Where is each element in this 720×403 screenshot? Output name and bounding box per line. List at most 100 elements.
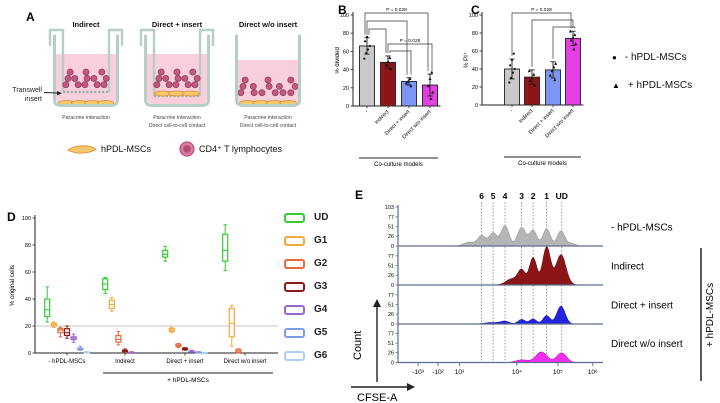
t-lymphocyte-cell <box>162 74 170 82</box>
data-point <box>550 69 554 73</box>
t-lymphocyte-cell <box>287 76 295 84</box>
box-G3 <box>63 328 71 337</box>
marker-legend: ● - hPDL-MSCs ▲ + hPDL-MSCs <box>612 52 720 91</box>
box-plot-canvas: 0 20 40 60 80 100 % original cells - hPDL-MSCs I… <box>9 215 278 384</box>
data-point <box>365 35 369 38</box>
row-label: Indirect <box>611 262 644 273</box>
count-tick-label: 26 <box>388 312 394 318</box>
count-tick-label: 26 <box>388 351 394 357</box>
data-point <box>512 52 515 55</box>
data-point <box>530 76 534 80</box>
generation-swatch-icon <box>284 327 305 338</box>
generation-legend-label: G3 <box>314 281 328 292</box>
generation-legend-item: UD <box>284 212 328 223</box>
data-point <box>572 47 576 51</box>
data-point <box>428 77 432 80</box>
data-point <box>406 79 410 83</box>
t-lymphocyte-cell <box>258 89 266 97</box>
generation-label: 5 <box>491 191 496 201</box>
data-point <box>573 33 577 37</box>
y-axis-label: % original cells <box>9 265 16 306</box>
model-caption: Paracrine interaction <box>244 115 292 121</box>
generation-legend: UD G1 G2 G3 G4 G5 G6 <box>284 212 328 361</box>
schematic-canvas: Indirect Paracrine interaction Direct + in… <box>12 20 301 157</box>
generation-legend-label: UD <box>314 212 329 223</box>
data-point <box>554 61 558 65</box>
t-lymphocyte-cell <box>157 68 165 76</box>
significance-bracket <box>366 20 408 75</box>
data-point <box>409 84 413 88</box>
marker-legend-item: ● - hPDL-MSCs <box>612 52 720 63</box>
count-tick-label: 0 <box>391 361 394 367</box>
t-lymphocyte-cell <box>62 81 70 89</box>
p-value-label: P = 0.028 <box>531 7 552 13</box>
panel-e-cfse-histograms: E 6 5 4 3 2 1 UD 0 26 51 77 103 - hPDL-MSCs 0 26 51 77 In… <box>345 185 720 403</box>
y-tick-label: 60 <box>25 270 31 276</box>
generation-swatch-icon <box>284 258 305 269</box>
x-tick-label: -10³ <box>412 369 424 376</box>
generation-label: 4 <box>503 191 508 201</box>
panel-c-percent-pi-chart: C 0 20 40 60 80 100% PI⁺ - Indirect Direct + ins… <box>455 0 592 185</box>
generation-label: UD <box>556 191 568 201</box>
t-lymphocyte-cell <box>100 81 108 89</box>
marker-legend-label: + hPDL-MSCs <box>627 80 693 91</box>
model-title: Direct + insert <box>152 20 203 29</box>
group-annotation-label: + hPDL-MSCs <box>705 283 716 347</box>
panel-label-c: C <box>471 3 480 17</box>
generation-legend-item: G2 <box>284 258 328 269</box>
box-UD <box>44 298 51 318</box>
t-lymphocyte-cell <box>275 82 283 90</box>
row-label: Direct + insert <box>611 301 673 312</box>
x-category-label: Indirect <box>374 109 391 126</box>
significance-bracket <box>389 50 412 75</box>
data-point <box>408 77 412 80</box>
t-lymphocyte-cell <box>102 74 110 82</box>
model-title: Direct w/o insert <box>239 20 298 29</box>
insert-tab-right <box>198 28 215 47</box>
data-point <box>528 79 532 82</box>
generation-legend-label: G6 <box>314 350 328 361</box>
histogram-2 <box>449 246 589 286</box>
well-outline <box>235 34 301 107</box>
bar <box>565 37 581 106</box>
generation-legend-item: G3 <box>284 281 328 292</box>
generation-label: 6 <box>479 191 484 201</box>
transwell-arrowhead-icon <box>57 91 62 96</box>
t-lymphocyte-cell <box>291 82 299 90</box>
count-tick-label: 77 <box>388 293 394 299</box>
x-tick-label: 10⁵ <box>553 369 563 376</box>
significance-bracket <box>511 12 572 57</box>
x-category-label: - <box>364 109 370 115</box>
histogram-4 <box>449 351 589 363</box>
data-point <box>384 63 388 67</box>
row-label: - hPDL-MSCs <box>611 223 673 234</box>
y-tick-label: 100 <box>469 13 478 19</box>
generation-legend-label: G2 <box>314 258 328 269</box>
x-axis-label: Co-culture models <box>374 162 423 168</box>
panel-label-a: A <box>26 10 35 24</box>
marker-legend-label: - hPDL-MSCs <box>624 52 687 63</box>
significance-bracket <box>364 12 429 72</box>
t-lymphocyte-cell <box>193 74 201 82</box>
panel-label-d: D <box>7 210 16 224</box>
t-lymphocyte-cell <box>90 74 98 82</box>
panel-d-generations-boxplot: D 0 20 40 60 80 100 % original cells - hPDL-MSC… <box>0 190 345 403</box>
data-point <box>533 83 537 87</box>
x-axis-label: Co-culture models <box>518 161 567 167</box>
box-G2 <box>57 328 64 334</box>
t-lymphocyte-cell <box>66 68 74 76</box>
x-group-label: Indirect <box>115 359 135 365</box>
count-tick-label: 26 <box>388 234 394 240</box>
group-annotation-label: + hPDL-MSCs <box>167 377 209 384</box>
t-lymphocyte-cell <box>189 68 197 76</box>
circle-marker-icon: ● <box>612 52 617 62</box>
row-label: Direct w/o insert <box>611 339 683 350</box>
t-lymphocyte-cell <box>173 68 181 76</box>
t-lymphocyte-cell <box>249 82 257 90</box>
x-arrowhead-icon <box>407 383 415 391</box>
well-outline <box>53 34 119 107</box>
y-tick-label: 100 <box>340 13 349 19</box>
generation-label: 3 <box>519 191 524 201</box>
t-lymphocyte-cell <box>250 89 258 97</box>
